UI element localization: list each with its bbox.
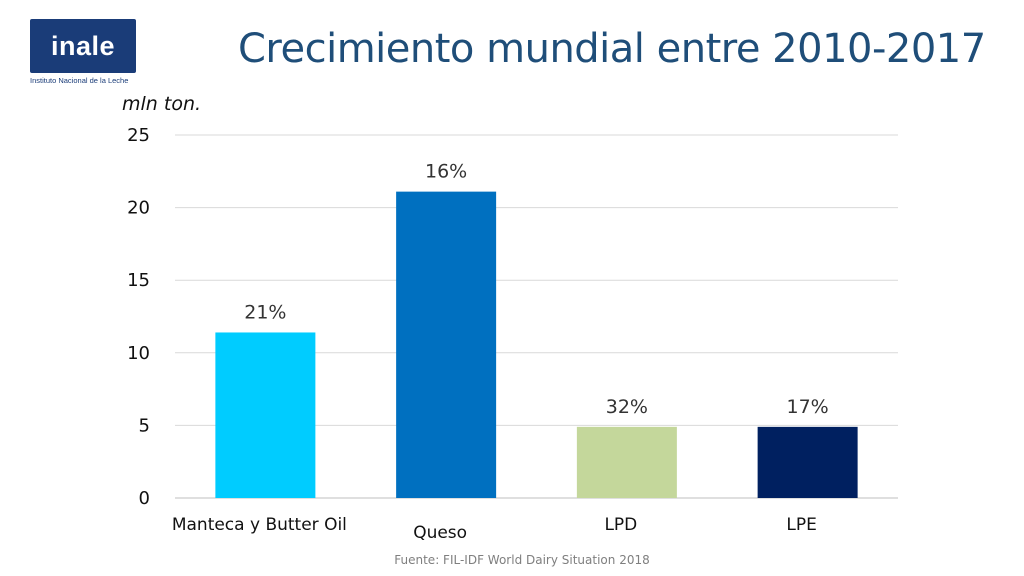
y-tick-label-15: 15 — [127, 270, 150, 291]
data-label-4: 17% — [787, 396, 829, 418]
y-tick-label-0: 0 — [139, 488, 150, 509]
x-category-label-2: Queso — [413, 523, 467, 543]
bar-1 — [215, 332, 316, 498]
page-title: Crecimiento mundial entre 2010-2017 — [238, 26, 986, 72]
x-category-label-4: LPE — [786, 515, 816, 535]
x-category-label-1: Manteca y Butter Oil — [172, 515, 347, 535]
logo-box: inale — [30, 19, 136, 73]
y-axis-unit-label: mln ton. — [122, 93, 202, 115]
y-tick-label-25: 25 — [127, 125, 150, 146]
y-tick-label-10: 10 — [127, 343, 150, 364]
logo-text: inale — [50, 30, 116, 61]
data-label-3: 32% — [606, 396, 648, 418]
source-note: Fuente: FIL-IDF World Dairy Situation 20… — [394, 553, 650, 567]
data-label-2: 16% — [425, 161, 467, 183]
bar-4 — [757, 426, 858, 498]
data-label-1: 21% — [244, 301, 286, 323]
inale-logo: inale Instituto Nacional de la Leche — [30, 19, 136, 85]
x-category-label-3: LPD — [604, 515, 637, 535]
y-tick-label-20: 20 — [127, 198, 150, 219]
bar-3 — [576, 426, 677, 498]
logo-subtitle: Instituto Nacional de la Leche — [30, 76, 129, 85]
y-tick-label-5: 5 — [139, 415, 150, 436]
bar-2 — [396, 191, 497, 499]
